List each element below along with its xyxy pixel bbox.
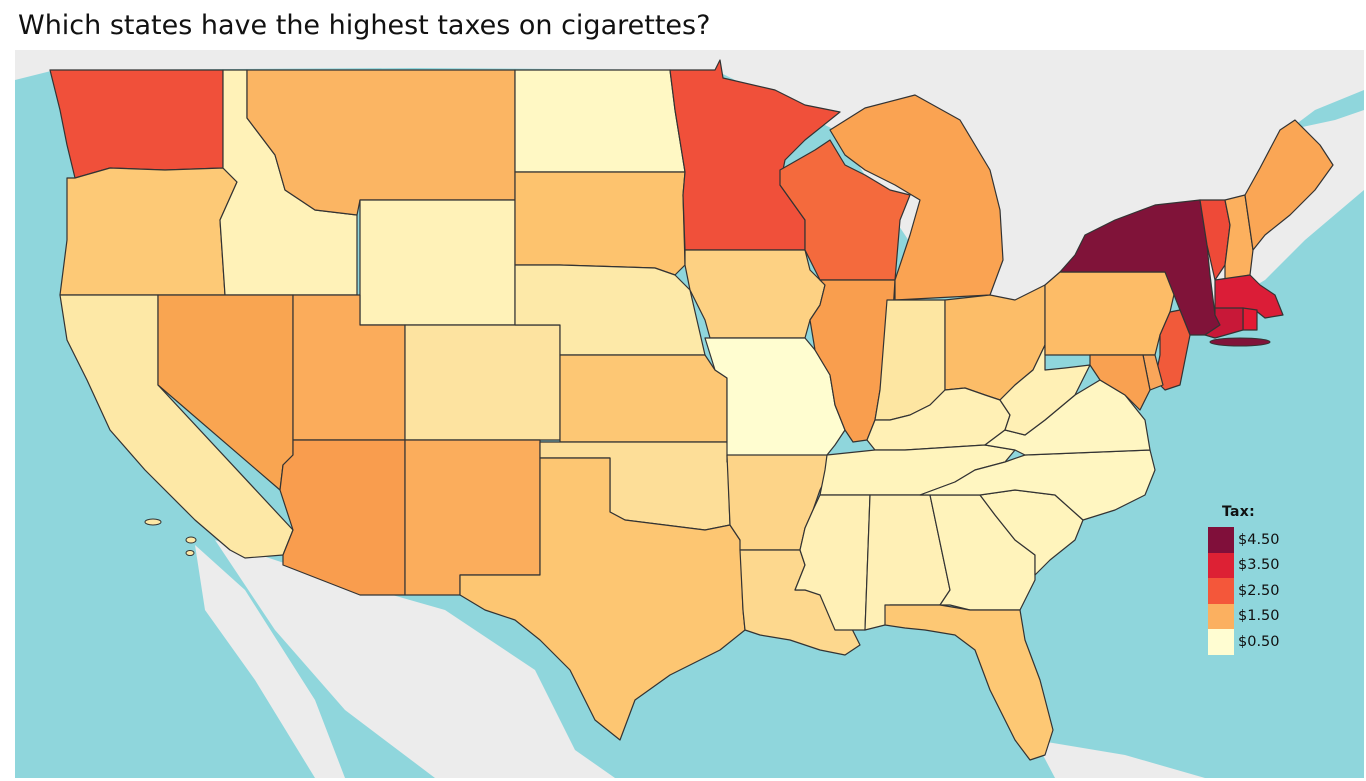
legend-label: $0.50 bbox=[1238, 633, 1280, 650]
cuba-land bbox=[1035, 740, 1205, 778]
legend-swatch bbox=[1208, 552, 1234, 578]
legend-label: $1.50 bbox=[1238, 608, 1280, 625]
legend-item: $4.50 bbox=[1205, 527, 1315, 553]
states-layer bbox=[49, 59, 1334, 761]
state-CT[interactable] bbox=[1204, 307, 1244, 339]
canada-land bbox=[15, 50, 1364, 310]
baja-land bbox=[195, 545, 345, 778]
state-MD[interactable] bbox=[1089, 354, 1151, 411]
state-OR[interactable] bbox=[59, 167, 238, 296]
state-SD[interactable] bbox=[514, 171, 686, 276]
state-ME[interactable] bbox=[1244, 119, 1334, 251]
mexico-land bbox=[215, 540, 615, 778]
state-WI[interactable] bbox=[779, 139, 911, 281]
legend-label: $2.50 bbox=[1238, 582, 1280, 599]
state-WY[interactable] bbox=[359, 199, 516, 326]
legend-label: $4.50 bbox=[1238, 531, 1280, 548]
legend: Tax: $4.50 $3.50 $2.50 $1.50 $0.50 bbox=[1205, 504, 1315, 655]
state-WA[interactable] bbox=[49, 69, 224, 179]
state-CO[interactable] bbox=[404, 324, 561, 441]
state-AZ[interactable] bbox=[279, 439, 406, 596]
channel-island bbox=[185, 550, 195, 556]
state-KS[interactable] bbox=[559, 354, 728, 443]
page-title: Which states have the highest taxes on c… bbox=[18, 10, 711, 41]
us-state-map[interactable] bbox=[15, 50, 1364, 778]
long-island bbox=[1209, 337, 1271, 347]
state-MN[interactable] bbox=[669, 59, 841, 251]
state-NJ[interactable] bbox=[1154, 309, 1191, 391]
state-RI[interactable] bbox=[1242, 307, 1258, 331]
state-ND[interactable] bbox=[514, 69, 686, 173]
state-TX[interactable] bbox=[459, 457, 746, 741]
channel-island bbox=[144, 518, 162, 526]
legend-label: $3.50 bbox=[1238, 557, 1280, 574]
state-IA[interactable] bbox=[684, 249, 826, 339]
legend-swatch bbox=[1208, 629, 1234, 655]
state-NM[interactable] bbox=[404, 439, 541, 596]
legend-item: $3.50 bbox=[1205, 552, 1315, 578]
legend-item: $2.50 bbox=[1205, 578, 1315, 604]
legend-item: $1.50 bbox=[1205, 603, 1315, 629]
state-MI[interactable] bbox=[829, 94, 1004, 301]
map-frame[interactable]: Tax: $4.50 $3.50 $2.50 $1.50 $0.50 bbox=[15, 50, 1364, 778]
state-NC[interactable] bbox=[919, 449, 1156, 521]
legend-swatch bbox=[1208, 527, 1234, 553]
state-NE[interactable] bbox=[514, 264, 706, 356]
state-FL[interactable] bbox=[884, 604, 1054, 761]
legend-swatch bbox=[1208, 578, 1234, 604]
legend-item: $0.50 bbox=[1205, 629, 1315, 655]
legend-swatch bbox=[1208, 603, 1234, 629]
state-PA[interactable] bbox=[1044, 271, 1176, 356]
channel-island bbox=[185, 536, 197, 544]
legend-title: Tax: bbox=[1222, 504, 1256, 520]
